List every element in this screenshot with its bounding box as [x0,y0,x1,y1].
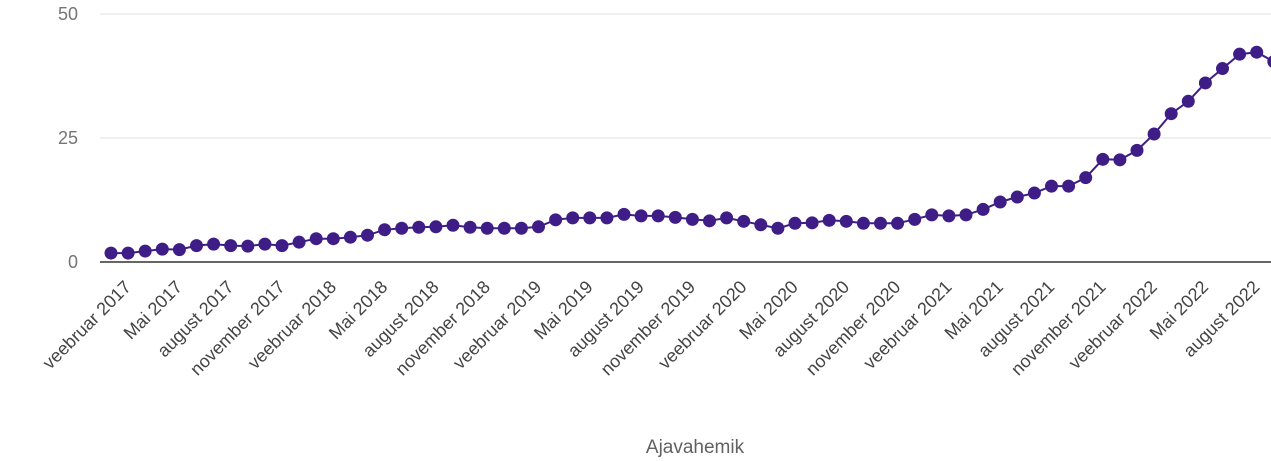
data-point[interactable] [395,221,409,235]
data-point[interactable] [514,221,528,235]
data-point[interactable] [891,216,905,230]
series-line [111,51,1271,255]
data-point[interactable] [856,216,870,230]
y-axis-ticks: 0 25 50 [58,4,78,272]
data-point[interactable] [805,216,819,230]
data-point[interactable] [839,214,853,228]
data-point[interactable] [754,218,768,232]
data-point[interactable] [1181,94,1195,108]
y-tick-label-0: 0 [68,252,78,272]
data-point[interactable] [822,213,836,227]
data-point[interactable] [959,208,973,222]
data-point[interactable] [942,209,956,223]
data-point[interactable] [600,211,614,225]
data-point[interactable] [1027,186,1041,200]
y-tick-label-50: 50 [58,4,78,24]
x-tick-label: veebruar 2022 [1065,277,1161,373]
data-point[interactable] [224,239,238,253]
data-point[interactable] [737,214,751,228]
data-point[interactable] [378,223,392,237]
y-tick-label-25: 25 [58,128,78,148]
grid-lines [100,13,1271,263]
data-point[interactable] [258,237,272,251]
data-point[interactable] [1233,47,1247,61]
data-point[interactable] [190,239,203,253]
data-point[interactable] [463,220,477,234]
data-point[interactable] [326,232,340,246]
data-point[interactable] [104,246,118,260]
data-point[interactable] [1062,179,1076,193]
data-point[interactable] [634,209,648,223]
data-point[interactable] [720,211,734,225]
data-point[interactable] [361,228,374,242]
data-point[interactable] [155,242,169,256]
data-point[interactable] [703,214,716,228]
data-point[interactable] [925,208,939,222]
data-point[interactable] [275,239,289,253]
data-point[interactable] [497,221,511,235]
data-point[interactable] [668,210,682,224]
data-point[interactable] [172,243,186,257]
data-point[interactable] [583,211,597,225]
data-point[interactable] [412,220,426,234]
x-tick-label: veebruar 2018 [244,277,340,373]
data-point[interactable] [788,216,802,230]
data-point[interactable] [1250,45,1264,59]
data-point[interactable] [1096,152,1110,166]
data-point[interactable] [343,230,357,244]
data-point[interactable] [1079,171,1093,185]
data-point[interactable] [651,209,665,223]
data-point[interactable] [617,207,631,221]
data-point[interactable] [532,220,545,234]
data-point[interactable] [292,235,306,249]
data-point[interactable] [480,221,494,235]
data-point[interactable] [771,221,785,235]
data-point[interactable] [908,212,922,226]
x-tick-label: veebruar 2020 [654,277,750,373]
data-point[interactable] [309,232,323,246]
data-point[interactable] [1010,190,1024,204]
data-points [104,45,1271,260]
data-point[interactable] [446,218,460,232]
data-point[interactable] [121,246,135,260]
data-point[interactable] [976,202,990,216]
data-point[interactable] [1198,76,1212,90]
data-point[interactable] [1130,143,1144,157]
data-point[interactable] [241,239,255,253]
data-point[interactable] [993,195,1007,209]
data-point[interactable] [1164,107,1178,121]
data-point[interactable] [1216,62,1229,76]
data-point[interactable] [549,213,563,227]
data-point[interactable] [874,216,887,230]
data-point[interactable] [1045,179,1058,193]
data-point[interactable] [1147,127,1161,141]
x-tick-label: veebruar 2021 [859,277,955,373]
data-point[interactable] [138,244,152,258]
data-point[interactable] [1267,55,1271,68]
x-tick-label: veebruar 2019 [449,277,545,373]
data-point[interactable] [685,212,699,226]
x-axis-label: Ajavahemik [646,437,745,458]
data-point[interactable] [207,237,221,251]
data-point[interactable] [1113,153,1127,167]
data-point[interactable] [566,211,580,225]
data-point[interactable] [429,220,443,234]
x-tick-label: veebruar 2017 [39,277,135,373]
